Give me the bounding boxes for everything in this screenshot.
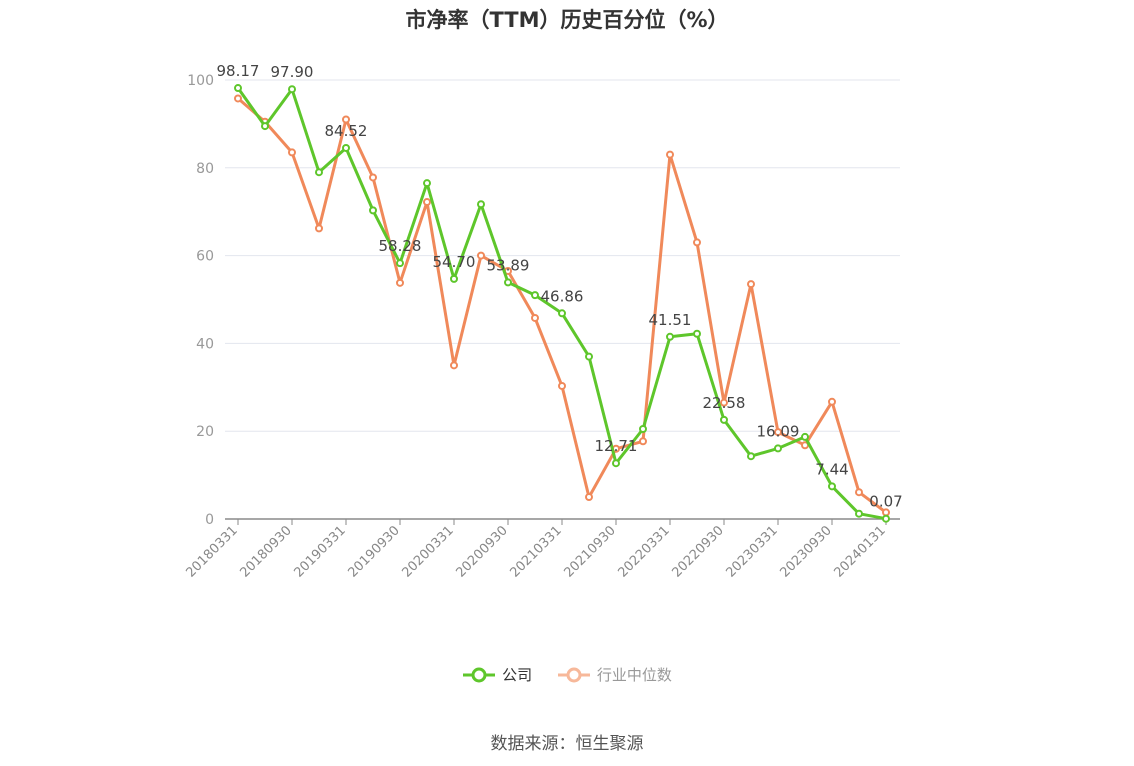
data-source: 数据来源：恒生聚源	[490, 734, 644, 754]
legend-company-marker	[463, 667, 496, 682]
y-tick-label: 20	[196, 424, 214, 440]
legend: 公司 行业中位数	[0, 664, 1134, 688]
data-point-company	[369, 206, 377, 215]
data-point-company	[747, 452, 755, 461]
data-label: 54.70	[433, 253, 476, 271]
chart-title: 市净率（TTM）历史百分位（%）	[405, 8, 729, 32]
legend-item-company[interactable]: 公司	[462, 664, 532, 685]
data-point-industry	[720, 398, 728, 407]
data-point-industry	[747, 280, 755, 289]
x-tick-label: 20240131	[831, 523, 888, 580]
data-point-company	[774, 444, 782, 453]
x-tick-label: 20200930	[453, 523, 510, 580]
data-point-company	[342, 143, 350, 152]
data-point-industry	[288, 148, 296, 157]
data-label: 22.58	[703, 394, 746, 412]
data-label: 97.90	[271, 63, 314, 81]
x-tick-label: 20190331	[291, 523, 348, 580]
y-axis-ticks: 0 20 40 60 80 100	[187, 73, 214, 528]
data-label: 46.86	[541, 287, 584, 305]
grid-lines	[225, 79, 900, 432]
data-point-industry	[315, 224, 323, 233]
data-point-company	[639, 425, 647, 434]
data-point-company	[234, 84, 242, 93]
x-tick-label: 20180930	[237, 523, 294, 580]
x-tick-label: 20230930	[777, 523, 834, 580]
data-point-industry	[396, 278, 404, 287]
data-point-industry	[369, 173, 377, 182]
x-tick-label: 20210930	[561, 523, 618, 580]
data-point-company	[288, 85, 296, 94]
legend-item-industry[interactable]: 行业中位数	[557, 664, 672, 685]
data-point-company	[612, 459, 620, 468]
data-point-company	[558, 309, 566, 318]
data-point-company	[423, 179, 431, 188]
x-axis: 2018033120180930201903312019093020200331…	[183, 518, 900, 581]
data-label: 0.07	[869, 493, 902, 511]
x-tick-label: 20190930	[345, 523, 402, 580]
x-tick-label: 20220930	[669, 523, 726, 580]
data-point-company	[801, 432, 809, 441]
data-label: 12.71	[595, 437, 638, 455]
data-point-company	[450, 274, 458, 283]
data-point-company	[828, 482, 836, 491]
data-point-company	[855, 509, 863, 518]
x-tick-label: 20210331	[507, 523, 564, 580]
data-point-industry	[477, 251, 485, 260]
data-point-company	[693, 329, 701, 338]
series-layer	[234, 84, 890, 523]
data-point-company	[720, 415, 728, 424]
data-point-industry	[666, 150, 674, 159]
data-labels: 98.17 97.90 84.52 58.28 54.70 53.89 46.86 12.71…	[217, 62, 903, 511]
data-point-industry	[855, 488, 863, 497]
y-tick-label: 40	[196, 336, 214, 352]
legend-industry-label: 行业中位数	[596, 666, 672, 684]
series-line-industry	[237, 97, 887, 514]
data-label: 98.17	[217, 62, 260, 80]
data-point-industry	[558, 381, 566, 390]
data-point-industry	[531, 313, 539, 322]
y-tick-label: 100	[187, 73, 214, 89]
data-label: 7.44	[815, 460, 848, 478]
data-point-industry	[342, 115, 350, 124]
data-point-industry	[774, 428, 782, 437]
y-tick-label: 60	[196, 249, 214, 265]
data-point-company	[531, 291, 539, 300]
data-point-industry	[693, 238, 701, 247]
data-point-company	[477, 200, 485, 209]
data-point-industry	[639, 437, 647, 446]
data-point-company	[585, 352, 593, 361]
data-label: 84.52	[325, 122, 368, 140]
data-label: 41.51	[649, 311, 692, 329]
data-point-company	[315, 168, 323, 177]
data-point-industry	[585, 493, 593, 502]
data-point-industry	[423, 198, 431, 207]
data-label: 16.09	[757, 422, 800, 440]
legend-company-label: 公司	[502, 666, 533, 684]
y-tick-label: 80	[196, 161, 214, 177]
data-point-company	[261, 122, 269, 131]
legend-industry-marker	[557, 667, 590, 682]
x-tick-label: 20200331	[399, 523, 456, 580]
data-label: 58.28	[379, 237, 422, 255]
x-tick-label: 20220331	[615, 523, 672, 580]
data-point-company	[666, 332, 674, 341]
x-tick-label: 20180331	[183, 523, 240, 580]
data-label: 53.89	[487, 256, 530, 274]
data-point-company	[396, 259, 404, 268]
data-point-company	[504, 278, 512, 287]
data-point-industry	[450, 361, 458, 370]
x-tick-label: 20230331	[723, 523, 780, 580]
line-chart: 0 20 40 60 80 100 201803312018093020190331201…	[183, 62, 903, 581]
y-tick-label: 0	[205, 512, 214, 528]
data-point-industry	[234, 94, 242, 103]
data-point-company	[882, 514, 890, 523]
data-point-industry	[828, 397, 836, 406]
